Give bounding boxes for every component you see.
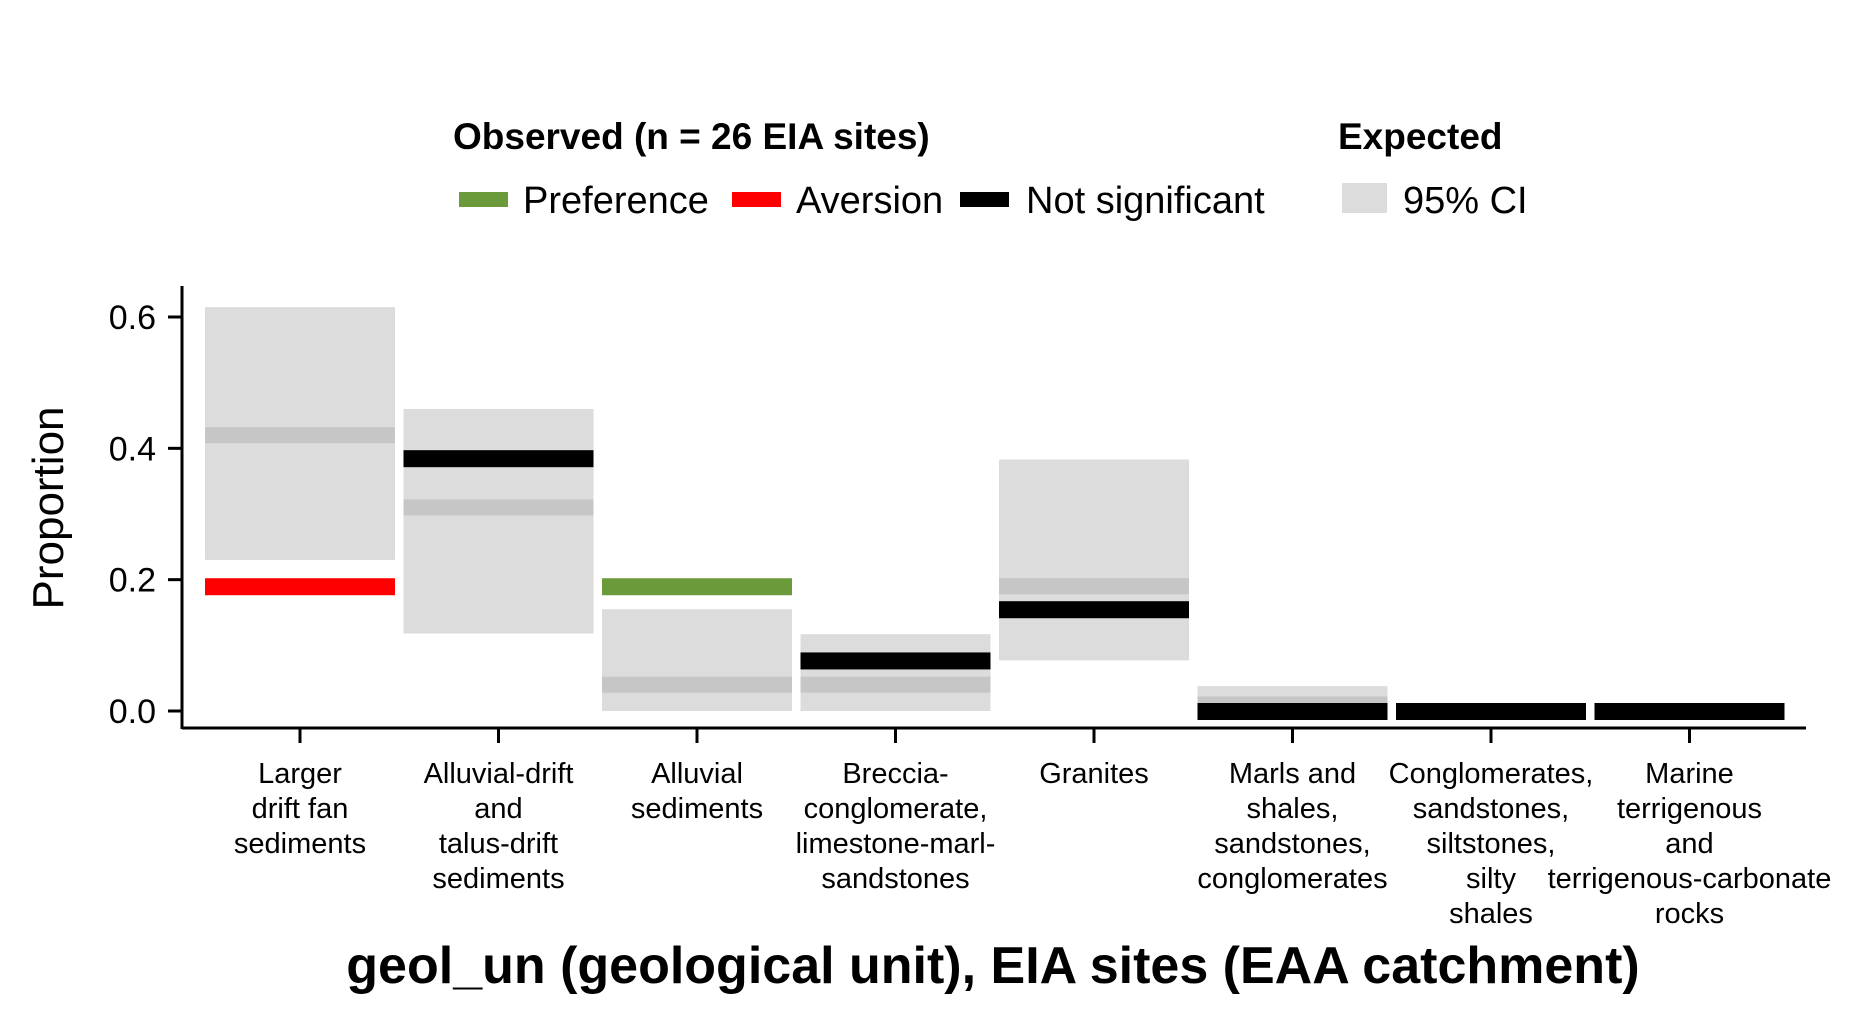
- x-tick-label: Marine terrigenous and terrigenous-carbonat…: [1548, 758, 1832, 930]
- observed-bar-not-significant: [800, 652, 991, 670]
- x-tick-label: Larger drift fan sediments: [234, 758, 366, 860]
- y-tick-label: 0.4: [109, 430, 156, 468]
- legend-observed-title: Observed (n = 26 EIA sites): [453, 116, 930, 157]
- legend-label-ci: 95% CI: [1403, 180, 1528, 222]
- y-tick-label: 0.0: [109, 693, 156, 731]
- expected-line: [999, 578, 1189, 595]
- observed-bar-not-significant: [1594, 703, 1785, 720]
- observed-bar-not-significant: [1396, 703, 1586, 720]
- x-tick-label: Marls and shales, sandstones, conglomerates: [1197, 758, 1387, 895]
- ci-band-layer: [205, 307, 1388, 711]
- legend-swatch-not-significant: [960, 192, 1009, 207]
- x-tick-label: Alluvial sediments: [631, 758, 763, 825]
- x-tick-label: Granites: [1039, 758, 1149, 790]
- expected-line: [602, 676, 792, 693]
- y-tick-label: 0.2: [109, 562, 156, 600]
- x-axis-title: geol_un (geological unit), EIA sites (EA…: [346, 937, 1639, 995]
- expected-line: [205, 427, 395, 444]
- legend-label-not-significant: Not significant: [1026, 180, 1265, 222]
- y-axis: 0.0 0.2 0.4 0.6 Proportion: [24, 286, 184, 731]
- x-tick-label: Conglomerates, sandstones, siltstones, silt…: [1389, 758, 1594, 930]
- ci-band: [403, 408, 594, 634]
- ci-band: [999, 459, 1189, 661]
- legend-expected-title: Expected: [1338, 116, 1503, 157]
- x-ticks: Larger drift fan sediments Alluvial-drift an…: [234, 729, 1831, 930]
- expected-line: [403, 499, 594, 516]
- y-ticks: 0.0 0.2 0.4 0.6: [109, 299, 182, 731]
- y-tick-label: 0.6: [109, 299, 156, 337]
- expected-line-layer: [205, 427, 1388, 713]
- observed-bar-not-significant: [1197, 703, 1388, 720]
- observed-bar-layer: [205, 450, 1785, 720]
- ci-band: [800, 634, 991, 711]
- legend: Observed (n = 26 EIA sites) Expected Pre…: [453, 116, 1528, 222]
- legend-label-preference: Preference: [523, 180, 709, 222]
- observed-bar-preference: [602, 578, 792, 596]
- legend-swatch-preference: [459, 192, 508, 207]
- legend-swatch-ci: [1342, 183, 1387, 213]
- ci-band: [602, 609, 792, 711]
- x-axis: Larger drift fan sediments Alluvial-drift an…: [182, 726, 1831, 995]
- x-tick-label: Breccia-conglomerate, limestone-marl-sand…: [796, 758, 996, 895]
- y-axis-title: Proportion: [24, 406, 73, 609]
- observed-bar-not-significant: [999, 601, 1189, 619]
- legend-label-aversion: Aversion: [796, 180, 943, 222]
- observed-bar-not-significant: [403, 450, 594, 468]
- x-tick-label: Alluvial-drift and talus-drift sediments: [424, 758, 574, 895]
- legend-swatch-aversion: [732, 192, 781, 207]
- observed-bar-aversion: [205, 578, 395, 596]
- expected-line: [800, 676, 991, 693]
